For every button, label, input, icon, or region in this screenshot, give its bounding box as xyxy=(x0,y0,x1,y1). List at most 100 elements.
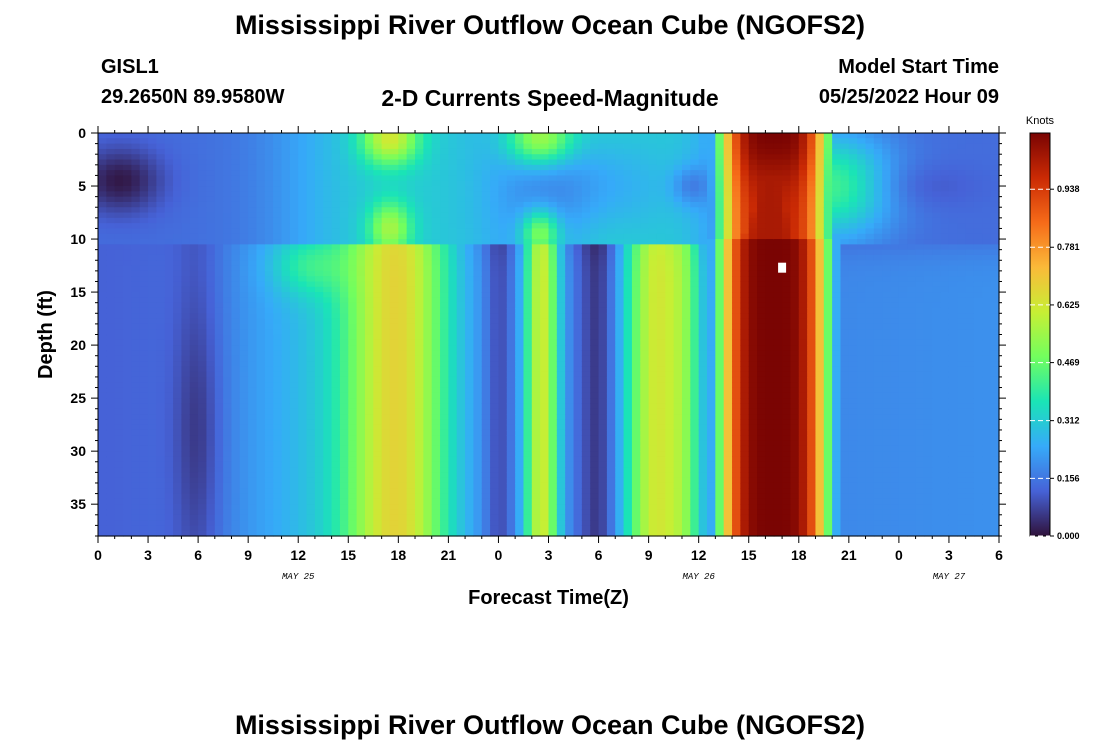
heatmap-cell xyxy=(598,520,608,526)
heatmap-cell xyxy=(490,419,500,426)
heatmap-cell xyxy=(148,186,157,192)
heatmap-cell xyxy=(339,440,349,447)
heatmap-cell xyxy=(606,201,616,208)
heatmap-cell xyxy=(615,307,625,314)
heatmap-cell xyxy=(623,323,633,330)
heatmap-cell xyxy=(423,408,433,415)
heatmap-cell xyxy=(548,387,558,394)
heatmap-cell xyxy=(373,239,383,245)
heatmap-cell xyxy=(306,382,316,389)
heatmap-cell xyxy=(523,334,533,341)
heatmap-cell xyxy=(523,451,533,458)
heatmap-cell xyxy=(415,382,424,389)
heatmap-cell xyxy=(615,467,625,473)
heatmap-cell xyxy=(331,440,341,447)
heatmap-cell xyxy=(389,254,399,261)
heatmap-cell xyxy=(481,424,491,431)
heatmap-cell xyxy=(98,180,107,187)
heatmap-cell xyxy=(473,254,483,261)
heatmap-cell xyxy=(590,461,600,468)
heatmap-cell xyxy=(139,154,149,161)
heatmap-cell xyxy=(415,498,424,505)
heatmap-cell xyxy=(298,435,308,442)
heatmap-cell xyxy=(423,355,433,362)
heatmap-cell xyxy=(615,408,625,415)
heatmap-cell xyxy=(456,472,466,479)
heatmap-cell xyxy=(623,514,633,521)
heatmap-cell xyxy=(623,424,633,431)
heatmap-cell xyxy=(381,339,391,346)
heatmap-cell xyxy=(356,249,366,256)
heatmap-cell xyxy=(314,424,324,431)
heatmap-cell xyxy=(565,164,575,171)
heatmap-cell xyxy=(323,361,333,367)
heatmap-cell xyxy=(273,223,283,230)
heatmap-cell xyxy=(206,350,216,357)
heatmap-cell xyxy=(164,424,174,431)
heatmap-cell xyxy=(314,228,324,235)
heatmap-cell xyxy=(256,520,266,526)
heatmap-cell xyxy=(556,504,566,511)
heatmap-cell xyxy=(206,276,216,283)
heatmap-cell xyxy=(206,355,216,362)
heatmap-cell xyxy=(473,260,483,267)
heatmap-cell xyxy=(131,424,141,431)
heatmap-cell xyxy=(373,461,383,468)
heatmap-cell xyxy=(314,191,324,198)
heatmap-cell xyxy=(281,302,291,309)
heatmap-cell xyxy=(515,408,525,415)
heatmap-cell xyxy=(540,228,550,235)
heatmap-cell xyxy=(565,371,575,378)
heatmap-cell xyxy=(139,170,149,177)
heatmap-cell xyxy=(606,148,616,155)
heatmap-cell xyxy=(298,170,308,177)
heatmap-cell xyxy=(515,424,525,431)
heatmap-cell xyxy=(214,233,224,240)
heatmap-cell xyxy=(189,143,199,150)
heatmap-cell xyxy=(281,366,291,373)
heatmap-cell xyxy=(515,307,525,314)
heatmap-cell xyxy=(98,175,107,182)
heatmap-cell xyxy=(406,270,416,277)
heatmap-cell xyxy=(98,355,107,362)
heatmap-cell xyxy=(398,509,408,516)
heatmap-cell xyxy=(223,307,233,314)
heatmap-cell xyxy=(273,488,283,495)
heatmap-cell xyxy=(123,138,132,145)
heatmap-cell xyxy=(106,223,116,230)
heatmap-cell xyxy=(298,196,308,203)
heatmap-cell xyxy=(573,339,583,346)
heatmap-cell xyxy=(348,514,358,521)
heatmap-cell xyxy=(598,249,608,256)
heatmap-cell xyxy=(214,467,224,473)
heatmap-cell xyxy=(573,530,583,537)
heatmap-cell xyxy=(139,307,149,314)
heatmap-cell xyxy=(356,361,366,367)
heatmap-cell xyxy=(98,302,107,309)
heatmap-cell xyxy=(615,260,625,267)
heatmap-cell xyxy=(298,382,308,389)
heatmap-cell xyxy=(373,429,383,436)
heatmap-cell xyxy=(256,345,266,352)
heatmap-cell xyxy=(598,429,608,436)
heatmap-cell xyxy=(298,244,308,251)
heatmap-cell xyxy=(264,302,274,309)
heatmap-cell xyxy=(581,318,591,325)
heatmap-cell xyxy=(398,350,408,357)
heatmap-cell xyxy=(540,265,550,272)
heatmap-cell xyxy=(631,461,641,468)
heatmap-cell xyxy=(123,265,132,272)
heatmap-cell xyxy=(356,408,366,415)
heatmap-cell xyxy=(398,254,408,261)
heatmap-cell xyxy=(173,403,183,410)
heatmap-cell xyxy=(598,186,608,192)
heatmap-cell xyxy=(356,392,366,399)
heatmap-cell xyxy=(540,477,550,484)
heatmap-cell xyxy=(448,435,458,442)
heatmap-cell xyxy=(490,467,500,473)
heatmap-cell xyxy=(456,350,466,357)
heatmap-cell xyxy=(531,186,541,192)
heatmap-cell xyxy=(398,392,408,399)
heatmap-cell xyxy=(123,191,132,198)
heatmap-cell xyxy=(98,318,107,325)
